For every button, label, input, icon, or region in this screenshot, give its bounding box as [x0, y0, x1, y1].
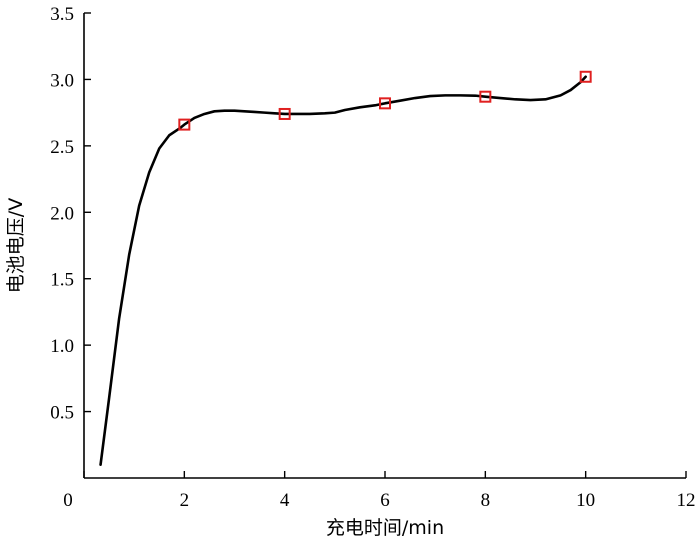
- y-tick-label: 1.0: [50, 336, 74, 357]
- data-point-marker: [579, 70, 592, 83]
- data-point-marker: [278, 107, 291, 120]
- y-tick-label: 2.5: [50, 137, 74, 158]
- x-tick-label: 8: [481, 490, 491, 511]
- x-tick-label: 10: [576, 490, 595, 511]
- x-axis-label: 充电时间/min: [326, 517, 444, 539]
- y-tick-label: 1.5: [50, 270, 74, 291]
- y-tick-label: 0.5: [50, 403, 74, 424]
- x-tick-label: 12: [677, 490, 696, 511]
- y-axis-label: 电池电压/V: [5, 198, 27, 293]
- data-point-marker: [479, 90, 492, 103]
- y-tick-label: 2.0: [50, 203, 74, 224]
- y-tick-label: 3.0: [50, 70, 74, 91]
- voltage-curve: [99, 75, 587, 467]
- tick-marks: [83, 12, 687, 478]
- data-point-marker: [178, 118, 191, 131]
- data-point-marker: [379, 97, 391, 110]
- x-tick-label: 4: [280, 490, 290, 511]
- tick-labels: 0 2 4 6 8 10 12 0.5 1.0 1.5 2.0 2.5 3.0 3.5: [50, 4, 695, 511]
- x-tick-label: 2: [180, 490, 190, 511]
- x-tick-label: 6: [380, 490, 390, 511]
- axes: [83, 13, 686, 479]
- x-tick-label: 0: [63, 490, 73, 511]
- y-tick-label: 3.5: [50, 4, 74, 25]
- plot-area: [99, 70, 592, 467]
